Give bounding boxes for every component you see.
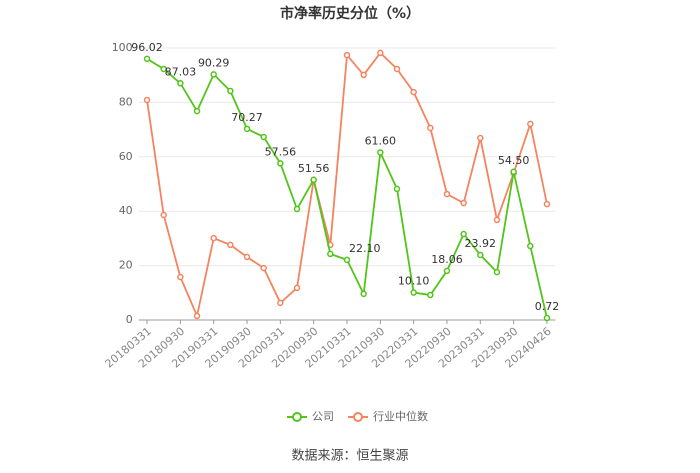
point <box>327 250 334 258</box>
point <box>360 290 367 298</box>
point <box>477 134 484 142</box>
y-tick-label: 40 <box>119 204 133 217</box>
point <box>477 251 484 259</box>
point <box>177 273 184 281</box>
point <box>543 314 551 322</box>
point <box>460 199 467 207</box>
data-label: 61.60 <box>365 134 397 147</box>
data-label: 10.10 <box>398 275 430 288</box>
point <box>377 149 384 156</box>
source-note: 数据来源：恒生聚源 <box>291 449 408 464</box>
point <box>427 291 434 299</box>
y-tick-label: 60 <box>119 150 133 163</box>
point <box>393 185 401 193</box>
legend-label: 行业中位数 <box>373 409 428 423</box>
point <box>293 284 301 292</box>
point <box>227 87 234 95</box>
data-label: 87.03 <box>165 65 197 78</box>
point <box>393 65 401 73</box>
data-label: 96.02 <box>131 41 163 54</box>
point <box>210 71 217 78</box>
point <box>243 125 251 133</box>
data-label: 70.27 <box>231 111 263 124</box>
point <box>410 289 417 296</box>
point <box>343 51 351 59</box>
series-line <box>146 58 548 319</box>
point <box>193 312 201 320</box>
point <box>177 80 184 87</box>
data-label: 22.10 <box>349 242 381 255</box>
point <box>160 211 167 219</box>
point <box>460 230 467 238</box>
chart-title: 市净率历史分位（%） <box>280 5 420 22</box>
point <box>360 71 367 79</box>
point <box>160 65 167 73</box>
point <box>277 299 284 307</box>
point <box>427 124 434 132</box>
data-label: 18.06 <box>431 253 463 266</box>
point <box>527 242 534 250</box>
point <box>243 253 251 261</box>
point <box>527 120 534 128</box>
point <box>193 107 201 115</box>
y-tick-label: 20 <box>119 259 133 272</box>
point <box>260 133 267 141</box>
point <box>343 256 351 264</box>
data-label: 23.92 <box>465 237 497 250</box>
series-line <box>146 51 548 319</box>
point <box>543 200 551 208</box>
point <box>510 168 517 176</box>
y-tick-label: 100 <box>112 41 133 54</box>
data-label: 51.56 <box>298 162 330 175</box>
y-tick-label: 0 <box>126 313 133 326</box>
data-label: 0.72 <box>535 300 560 313</box>
point <box>143 96 151 104</box>
point <box>227 241 234 249</box>
point <box>310 176 317 184</box>
point <box>493 216 501 224</box>
legend-marker <box>353 412 363 422</box>
point <box>493 268 501 276</box>
data-label: 90.29 <box>198 56 230 69</box>
point <box>377 49 384 57</box>
point <box>210 234 217 242</box>
legend-marker <box>292 412 302 422</box>
point <box>443 190 451 198</box>
point <box>277 160 284 167</box>
legend-label: 公司 <box>312 410 334 423</box>
point <box>410 88 417 96</box>
point <box>143 55 151 63</box>
data-label: 57.56 <box>265 145 297 158</box>
y-tick-label: 80 <box>119 95 133 108</box>
point <box>260 264 267 272</box>
point <box>443 267 451 275</box>
point <box>293 205 301 213</box>
data-label: 54.50 <box>498 154 530 167</box>
